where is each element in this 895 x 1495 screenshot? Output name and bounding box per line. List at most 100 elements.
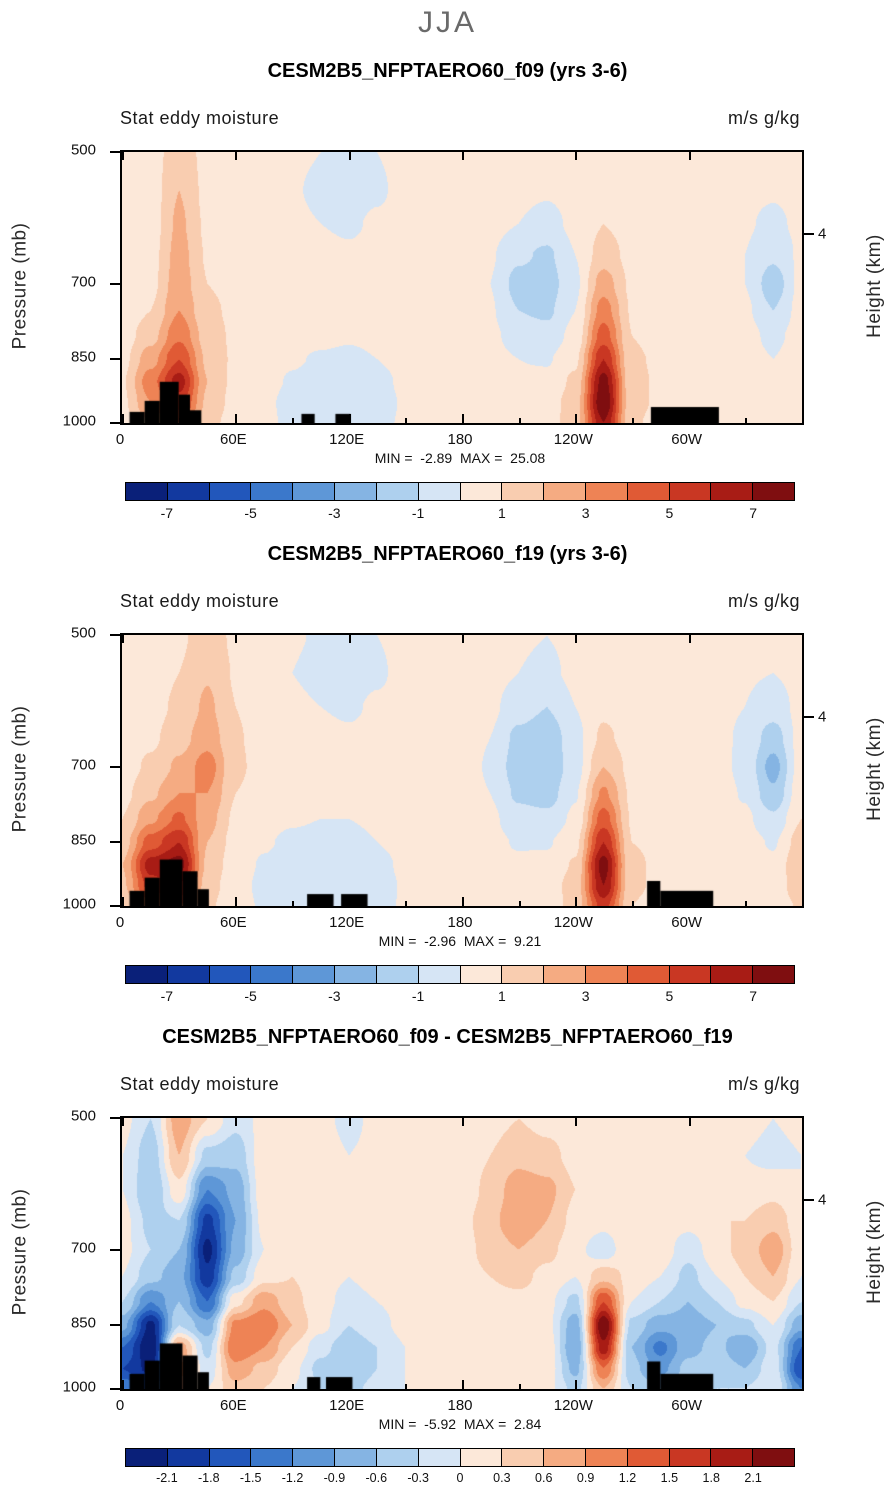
colorbar-tick-label: 1.8 xyxy=(702,1471,720,1485)
x-top-tick xyxy=(462,635,464,643)
x-top-tick xyxy=(348,635,351,643)
colorbar-cell xyxy=(208,482,252,501)
colorbar-cell xyxy=(543,965,586,984)
pressure-tick-label: 1000 xyxy=(62,1378,96,1396)
x-top-tick xyxy=(575,152,578,160)
x-tick-label: 60W xyxy=(671,914,703,931)
colorbar-cell xyxy=(292,1448,336,1467)
x-top-tick xyxy=(688,1118,691,1126)
pressure-tick-label: 700 xyxy=(70,756,96,774)
x-minor-tick xyxy=(292,901,294,906)
units-label: m/s g/kg xyxy=(727,591,800,611)
x-tick-label: 120E xyxy=(329,1397,365,1414)
x-major-tick xyxy=(575,414,578,423)
colorbar-cell xyxy=(584,482,628,501)
pressure-tick-labels: 500 700 850 1000 xyxy=(48,142,110,430)
longitude-tick-labels: 0 60E 120E 180 120W 60W xyxy=(116,914,800,932)
height-axis-title: Height (km) xyxy=(857,150,893,421)
minmax-readout: MIN = -5.92 MAX = 2.84 xyxy=(378,1416,542,1432)
x-top-tick xyxy=(348,1118,351,1126)
pressure-axis-title: Pressure (mb) xyxy=(2,1116,38,1387)
x-major-tick xyxy=(575,897,578,906)
x-minor-tick xyxy=(632,901,634,906)
height-tick xyxy=(804,232,814,235)
colorbar-tick-label: -3 xyxy=(328,988,341,1004)
colorbar-cell xyxy=(166,482,210,501)
x-major-tick xyxy=(462,897,464,906)
colorbar-cell xyxy=(501,965,545,984)
x-top-tick xyxy=(235,152,238,160)
colorbar-tick-label: 0.9 xyxy=(576,1471,595,1485)
pressure-tick xyxy=(110,1388,120,1390)
colorbar-cell xyxy=(417,482,461,501)
x-tick-label: 0 xyxy=(115,431,125,448)
x-minor-tick xyxy=(518,1384,521,1389)
colorbar-cell xyxy=(459,965,503,984)
x-major-tick xyxy=(235,1380,238,1389)
x-top-tick xyxy=(122,1118,124,1126)
colorbar-cell xyxy=(710,965,754,984)
colorbar-cell xyxy=(208,965,252,984)
x-major-tick xyxy=(122,414,124,423)
field-name-label: Stat eddy moisture xyxy=(120,1074,280,1094)
contour-field-canvas xyxy=(122,152,802,423)
x-minor-tick xyxy=(405,901,408,906)
pressure-axis-title: Pressure (mb) xyxy=(2,633,38,904)
panel-f09: CESM2B5_NFPTAERO60_f09 (yrs 3-6) Stat ed… xyxy=(0,46,895,529)
colorbar-cell xyxy=(459,1448,503,1467)
x-minor-tick xyxy=(292,418,294,423)
colorbar-tick-label: 1.5 xyxy=(660,1471,679,1485)
colorbar-tick-label: -5 xyxy=(244,988,257,1004)
pressure-tick xyxy=(110,905,120,907)
x-top-tick xyxy=(348,152,351,160)
colorbar-cell xyxy=(375,1448,419,1467)
field-name-label: Stat eddy moisture xyxy=(120,108,280,128)
colorbar-tick-label: -7 xyxy=(160,988,174,1004)
colorbar-cell xyxy=(208,1448,252,1467)
colorbar-tick-label: -1 xyxy=(411,505,425,521)
pressure-axis-title-text: Pressure (mb) xyxy=(9,1188,31,1315)
x-tick-label: 60E xyxy=(219,914,247,931)
pressure-tick-label: 1000 xyxy=(62,895,96,913)
pressure-tick xyxy=(110,282,120,285)
colorbar-tick-label: 3 xyxy=(581,988,590,1004)
x-top-tick xyxy=(462,152,464,160)
x-tick-label: 180 xyxy=(447,431,473,448)
colorbar-tick-label: 7 xyxy=(749,988,758,1004)
season-title: JJA xyxy=(417,6,477,39)
contour-field-canvas xyxy=(122,635,802,906)
x-major-tick xyxy=(688,1380,691,1389)
pressure-tick-label: 700 xyxy=(70,1239,96,1257)
pressure-tick-label: 500 xyxy=(70,141,96,159)
x-minor-tick xyxy=(632,1384,634,1389)
colorbar-cell xyxy=(752,1448,795,1467)
height-tick xyxy=(804,715,814,718)
x-tick-label: 0 xyxy=(115,1397,125,1414)
colorbar-tick-label: -1.5 xyxy=(239,1471,262,1485)
colorbar-cell xyxy=(375,482,419,501)
longitude-tick-labels: 0 60E 120E 180 120W 60W xyxy=(116,431,800,449)
x-tick-label: 120E xyxy=(329,431,365,448)
pressure-axis-title-text: Pressure (mb) xyxy=(9,705,31,832)
x-minor-tick xyxy=(632,418,634,423)
colorbar-labels: -2.1 -1.8 -1.5 -1.2 -0.9 -0.6 -0.3 0 0.3 0.6 0.9 1.… xyxy=(125,1471,795,1489)
pressure-tick xyxy=(110,1248,120,1251)
x-major-tick xyxy=(122,897,124,906)
x-tick-label: 60E xyxy=(219,431,247,448)
x-tick-label: 120W xyxy=(553,431,593,448)
units-label: m/s g/kg xyxy=(727,108,800,128)
colorbar-tick-label: -3 xyxy=(328,505,341,521)
colorbar-cell xyxy=(710,482,754,501)
x-major-tick xyxy=(462,414,464,423)
colorbar-cell xyxy=(375,965,419,984)
x-tick-label: 120E xyxy=(329,914,365,931)
colorbar-labels: -7 -5 -3 -1 1 3 5 7 xyxy=(125,505,795,523)
colorbar-tick-label: 0.3 xyxy=(493,1471,511,1485)
colorbar-cell xyxy=(752,965,795,984)
colorbar-cell xyxy=(668,482,712,501)
x-tick-label: 180 xyxy=(447,1397,473,1414)
colorbar-cell xyxy=(334,1448,377,1467)
colorbar-cell xyxy=(501,1448,545,1467)
panel-difference: CESM2B5_NFPTAERO60_f09 - CESM2B5_NFPTAER… xyxy=(0,1012,895,1495)
x-major-tick xyxy=(348,414,351,423)
